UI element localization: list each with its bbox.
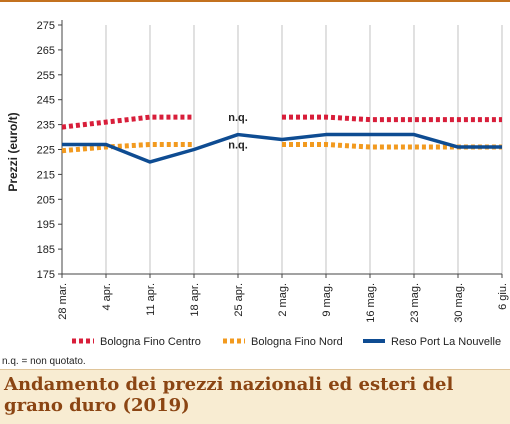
line-chart: 175 185 195 205 215 225 235 245 255 265 275 28 mar.…	[6, 20, 509, 348]
series-line-reso-port-la-nouvelle	[62, 132, 502, 164]
x-tick-label: 4 apr.	[101, 283, 113, 311]
legend-layer: Bologna Fino Centro Bologna Fino Nord Reso…	[72, 336, 501, 348]
y-tick-label: 205	[37, 194, 55, 206]
axis-layer: 175 185 195 205 215 225 235 245 255 265 275 28 mar.…	[37, 20, 509, 323]
grid-layer	[105, 25, 503, 274]
y-tick-label: 195	[37, 219, 55, 231]
series-line-bologna-fino-centro	[282, 114, 502, 123]
x-tick-label: 25 apr.	[233, 283, 245, 317]
annotation-label: n.q.	[228, 140, 248, 152]
footnote: n.q. = non quotato.	[2, 356, 86, 367]
x-tick-label: 23 mag.	[409, 283, 421, 323]
legend-label: Bologna Fino Nord	[251, 336, 343, 348]
x-tick-label: 11 apr.	[145, 283, 157, 316]
legend-label: Bologna Fino Centro	[100, 336, 201, 348]
caption-box: Andamento dei prezzi nazionali ed esteri…	[0, 369, 510, 424]
x-tick-label: 16 mag.	[365, 283, 377, 323]
x-tick-label: 30 mag.	[453, 283, 465, 323]
y-tick-label: 265	[37, 45, 55, 57]
annotation-layer: n.q. n.q.	[228, 112, 248, 151]
y-tick-label: 175	[37, 269, 55, 281]
y-axis-title: Prezzi (euro/t)	[6, 112, 20, 191]
x-tick-label: 2 mag.	[277, 283, 289, 317]
series-layer	[61, 114, 502, 164]
x-tick-label: 6 giu.	[497, 283, 509, 310]
y-tick-label: 235	[37, 120, 55, 132]
x-tick-label: 28 mar.	[57, 283, 69, 320]
annotation-label: n.q.	[228, 112, 248, 124]
legend-label: Reso Port La Nouvelle	[391, 336, 501, 348]
figure-caption: Andamento dei prezzi nazionali ed esteri…	[4, 374, 454, 416]
y-tick-label: 255	[37, 70, 55, 82]
x-tick-label: 18 apr.	[189, 283, 201, 317]
x-tick-label: 9 mag.	[321, 283, 333, 317]
y-tick-label: 245	[37, 95, 55, 107]
top-rule	[0, 0, 510, 2]
y-tick-label: 185	[37, 244, 55, 256]
y-tick-label: 215	[37, 169, 55, 181]
series-line-bologna-fino-centro	[61, 114, 194, 130]
series-line-bologna-fino-nord	[61, 142, 194, 154]
y-tick-label: 275	[37, 20, 55, 32]
y-tick-label: 225	[37, 145, 55, 157]
